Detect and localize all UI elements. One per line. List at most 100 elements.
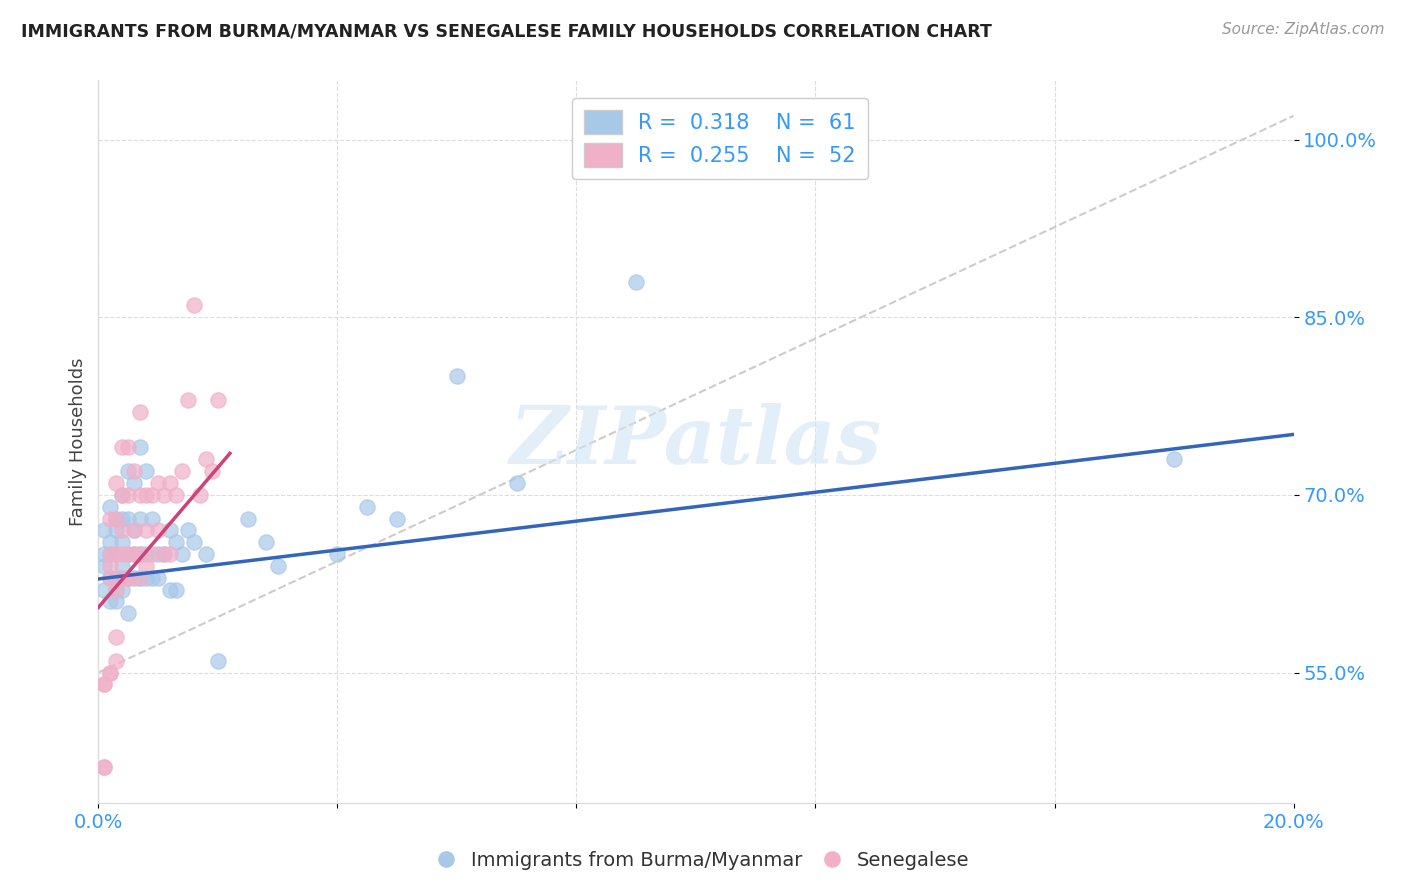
Point (141, 511, 163, 525)
Point (165, 535, 187, 549)
Point (117, 547, 139, 561)
Point (446, 369, 468, 384)
Point (117, 571, 139, 585)
Point (195, 547, 218, 561)
Y-axis label: Family Households: Family Households (69, 358, 87, 525)
Point (385, 511, 409, 525)
Point (141, 547, 163, 561)
Point (117, 607, 139, 621)
Point (98, 547, 122, 561)
Point (124, 571, 146, 585)
Point (183, 298, 205, 312)
Point (135, 488, 157, 502)
Point (267, 558, 290, 573)
Point (129, 547, 152, 561)
Text: Source: ZipAtlas.com: Source: ZipAtlas.com (1222, 22, 1385, 37)
Point (207, 654, 229, 668)
Point (105, 511, 128, 525)
Point (506, 475, 529, 490)
Point (201, 464, 224, 478)
Point (195, 452, 218, 467)
Point (111, 441, 134, 455)
Point (105, 511, 128, 525)
Point (159, 582, 181, 597)
Point (177, 393, 200, 408)
Point (172, 464, 194, 478)
Point (105, 547, 128, 561)
Point (105, 630, 128, 644)
Point (93, 760, 115, 774)
Point (98, 571, 122, 585)
Point (105, 475, 128, 490)
Point (111, 571, 134, 585)
Point (111, 558, 134, 573)
Point (129, 547, 152, 561)
Point (105, 582, 128, 597)
Point (93, 524, 115, 538)
Point (135, 571, 157, 585)
Point (117, 488, 139, 502)
Point (153, 488, 176, 502)
Point (111, 571, 134, 585)
Point (626, 275, 648, 289)
Point (148, 571, 170, 585)
Point (141, 488, 163, 502)
Point (135, 558, 157, 573)
Point (124, 547, 146, 561)
Point (117, 464, 139, 478)
Point (148, 475, 170, 490)
Point (153, 547, 176, 561)
Point (165, 488, 187, 502)
Point (105, 524, 128, 538)
Point (159, 547, 181, 561)
Point (98, 558, 122, 573)
Point (356, 500, 378, 514)
Legend: R =  0.318    N =  61, R =  0.255    N =  52: R = 0.318 N = 61, R = 0.255 N = 52 (571, 98, 869, 179)
Point (129, 571, 152, 585)
Point (117, 571, 139, 585)
Point (98, 594, 122, 608)
Point (117, 547, 139, 561)
Point (129, 488, 152, 502)
Point (172, 547, 194, 561)
Point (93, 760, 115, 774)
Point (129, 511, 152, 525)
Point (105, 582, 128, 597)
Point (159, 524, 181, 538)
Point (98, 500, 122, 514)
Point (148, 547, 170, 561)
Point (124, 524, 146, 538)
Point (93, 547, 115, 561)
Point (135, 464, 157, 478)
Point (105, 654, 128, 668)
Point (105, 571, 128, 585)
Point (98, 665, 122, 680)
Point (98, 571, 122, 585)
Point (177, 524, 200, 538)
Point (98, 547, 122, 561)
Point (98, 511, 122, 525)
Point (117, 571, 139, 585)
Point (117, 441, 139, 455)
Point (1163, 452, 1185, 467)
Point (236, 511, 259, 525)
Point (93, 558, 115, 573)
Point (105, 547, 128, 561)
Point (111, 488, 134, 502)
Point (148, 524, 170, 538)
Point (124, 464, 146, 478)
Point (93, 582, 115, 597)
Point (129, 571, 152, 585)
Text: ZIPatlas: ZIPatlas (510, 403, 882, 480)
Legend: Immigrants from Burma/Myanmar, Senegalese: Immigrants from Burma/Myanmar, Senegales… (429, 843, 977, 878)
Point (111, 488, 134, 502)
Point (98, 535, 122, 549)
Point (135, 547, 157, 561)
Point (141, 571, 163, 585)
Point (111, 535, 134, 549)
Point (117, 511, 139, 525)
Point (124, 547, 146, 561)
Point (111, 524, 134, 538)
Point (254, 535, 277, 549)
Point (135, 524, 157, 538)
